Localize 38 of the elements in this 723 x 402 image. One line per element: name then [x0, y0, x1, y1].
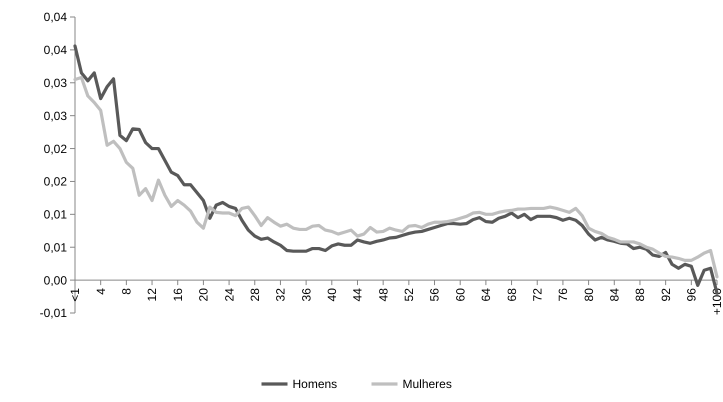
x-tick-label: 32 [274, 288, 288, 302]
y-tick-label: 0,04 [44, 43, 68, 58]
x-tick-label: 44 [350, 288, 365, 302]
x-tick-label: 12 [145, 288, 160, 302]
x-tick-label: 72 [530, 288, 544, 302]
x-tick-label: 84 [607, 288, 622, 302]
line-series [73, 76, 719, 278]
x-tick-label: 56 [428, 288, 442, 302]
x-tick-label: 92 [658, 288, 673, 302]
x-tick-label: 64 [479, 288, 494, 302]
x-tick-label: 80 [582, 288, 596, 302]
legend-label: Mulheres [402, 377, 452, 392]
y-tick-label: 0,03 [44, 108, 68, 123]
x-tick-label: 76 [556, 288, 570, 302]
x-tick-label: 40 [325, 288, 339, 302]
x-tick-label: 52 [402, 288, 416, 302]
x-tick-label: 60 [453, 288, 468, 302]
x-tick-label: 8 [120, 288, 134, 295]
y-tick-label: 0,01 [44, 208, 68, 222]
x-tick-label: 20 [196, 288, 211, 302]
y-tick-label: 0,02 [44, 142, 68, 156]
x-tick-label: 68 [504, 288, 519, 302]
x-tick-label: 24 [222, 288, 236, 302]
legend-label: Homens [292, 377, 338, 392]
x-tick-label: 88 [633, 288, 648, 302]
x-tick-label: 4 [94, 288, 108, 295]
x-tick-label: 96 [684, 288, 699, 302]
y-tick-label: 0,02 [44, 174, 68, 189]
y-tick-label: 0,04 [44, 10, 68, 24]
x-tick-label: 36 [299, 288, 314, 302]
y-tick-label: 0,00 [44, 273, 68, 288]
x-tick-label: 48 [376, 288, 390, 302]
y-tick-label: 0,03 [44, 76, 68, 90]
y-tick-label: 0,01 [44, 240, 68, 254]
x-tick-label: 28 [248, 288, 262, 302]
x-tick-label: 16 [170, 288, 185, 302]
x-tick-label: <1 [68, 288, 82, 302]
y-tick-label: -0,01 [40, 306, 68, 320]
